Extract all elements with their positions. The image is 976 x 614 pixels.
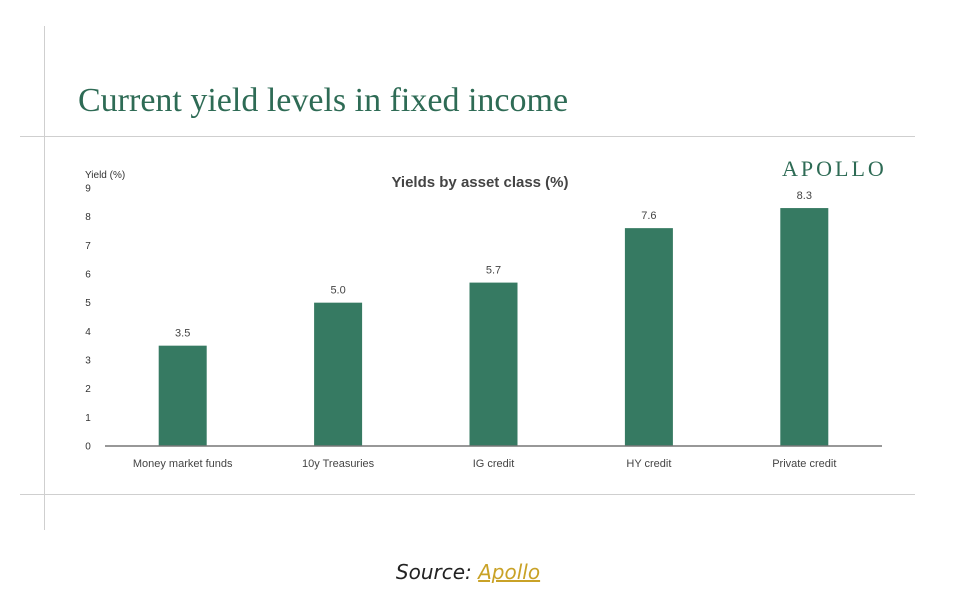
bar [314, 302, 363, 446]
frame-top-rule [20, 136, 915, 137]
bar-value-label: 7.6 [641, 210, 656, 222]
bar-value-label: 5.7 [486, 265, 501, 277]
x-tick-label: IG credit [473, 458, 515, 470]
source-caption: Source: Apollo [0, 560, 936, 584]
bar-chart: Yields by asset class (%) Yield (%) 0 1 2 3 4 5… [85, 170, 882, 470]
x-tick-label: HY credit [626, 458, 671, 470]
frame-bottom-rule [20, 494, 915, 495]
source-link[interactable]: Apollo [478, 560, 541, 584]
y-tick-label: 8 [85, 212, 91, 223]
y-tick-label: 3 [85, 356, 91, 367]
y-tick-label: 7 [85, 241, 91, 252]
y-axis-label: Yield (%) [85, 170, 125, 181]
source-label: Source: [395, 560, 472, 584]
bar [780, 208, 829, 446]
bar-value-label: 8.3 [797, 190, 812, 202]
bar [624, 228, 673, 446]
x-tick-label: Money market funds [133, 458, 233, 470]
y-tick-label: 9 [85, 184, 91, 195]
x-tick-label: 10y Treasuries [302, 458, 375, 470]
bar [158, 345, 207, 446]
x-tick-label: Private credit [772, 458, 836, 470]
y-tick-label: 2 [85, 384, 91, 395]
slide-title: Current yield levels in fixed income [78, 82, 569, 119]
frame-vertical-line [44, 26, 45, 530]
bar-value-label: 5.0 [330, 285, 345, 297]
chart-title: Yields by asset class (%) [391, 174, 568, 191]
bar-value-label: 3.5 [175, 328, 190, 340]
y-tick-label: 0 [85, 442, 91, 453]
y-tick-label: 1 [85, 413, 91, 424]
bar [469, 282, 518, 446]
brand-logo: APOLLO [782, 156, 887, 181]
y-tick-label: 5 [85, 298, 91, 309]
y-tick-label: 6 [85, 270, 91, 281]
y-tick-label: 4 [85, 327, 91, 338]
